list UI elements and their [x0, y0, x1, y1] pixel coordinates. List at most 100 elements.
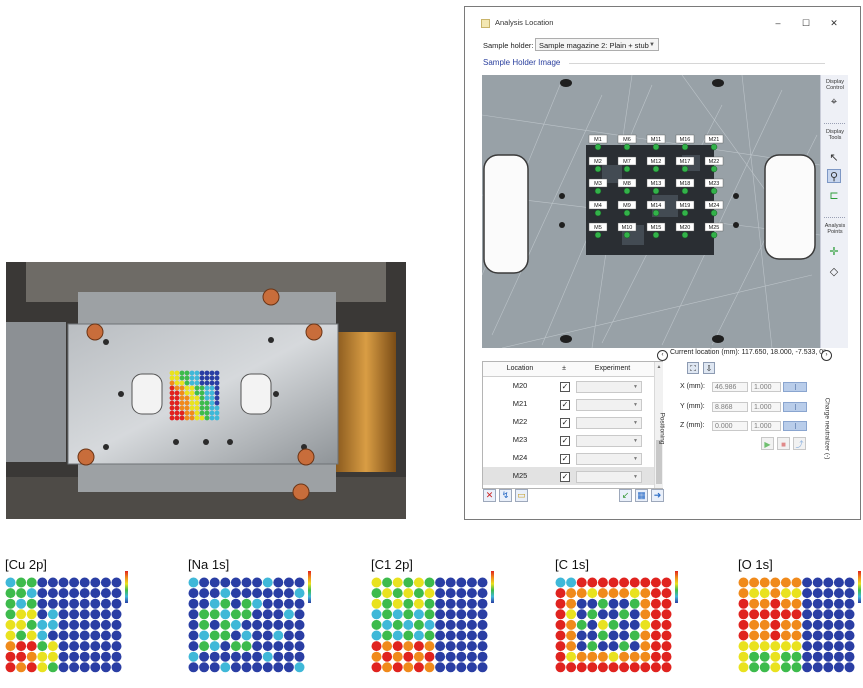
maximize-button[interactable]: ☐	[801, 18, 811, 28]
z-stepper[interactable]	[783, 421, 807, 431]
photo-heat-dot	[204, 370, 210, 376]
analysis-point-marker[interactable]	[623, 143, 631, 151]
minimize-button[interactable]: –	[775, 18, 781, 28]
z-step-field[interactable]: 1.000	[751, 421, 781, 431]
table-row[interactable]: M21 ✓ ▼	[483, 395, 654, 413]
analysis-point-marker[interactable]	[681, 143, 689, 151]
experiment-select[interactable]: ▼	[576, 453, 642, 465]
z-value-field[interactable]: 0.000	[712, 421, 748, 431]
experiment-select[interactable]: ▼	[576, 435, 642, 447]
analysis-point-marker[interactable]	[652, 231, 660, 239]
add-region-icon[interactable]: ⊏	[829, 190, 839, 202]
enabled-column-header[interactable]: ±	[557, 362, 571, 377]
map-dot	[230, 662, 241, 673]
analysis-point-marker[interactable]	[681, 209, 689, 217]
table-row[interactable]: M20 ✓ ▼	[483, 377, 654, 395]
location-cell: M25	[512, 471, 528, 480]
map-dot	[640, 630, 651, 641]
map-dot	[770, 651, 781, 662]
scroll-up-icon[interactable]: ▲	[656, 364, 662, 370]
y-stepper[interactable]	[783, 402, 807, 412]
add-point-icon[interactable]: ✛	[829, 246, 839, 258]
close-button[interactable]: ✕	[830, 18, 838, 28]
analysis-point-marker[interactable]	[710, 143, 718, 151]
play-icon[interactable]: ▶	[761, 437, 774, 450]
x-stepper[interactable]	[783, 382, 807, 392]
analysis-point-marker[interactable]	[681, 187, 689, 195]
diamond-point-icon[interactable]: ◇	[829, 266, 839, 278]
crosshair-icon[interactable]: ⌖	[830, 96, 838, 108]
analysis-point-marker[interactable]	[652, 209, 660, 217]
map-dot	[445, 609, 456, 620]
analysis-point-marker[interactable]	[652, 165, 660, 173]
grid-points-icon[interactable]: ▦	[635, 489, 648, 502]
photo-heat-dot	[194, 395, 200, 401]
analysis-point-marker[interactable]	[594, 209, 602, 217]
analysis-point-marker[interactable]	[594, 231, 602, 239]
delete-point-button[interactable]: ✕	[483, 489, 496, 502]
analysis-point-marker[interactable]	[652, 187, 660, 195]
map-dot	[619, 651, 630, 662]
analysis-point-marker[interactable]	[594, 143, 602, 151]
analysis-point-marker[interactable]	[710, 165, 718, 173]
analysis-point-marker[interactable]	[710, 209, 718, 217]
map-dot	[738, 609, 749, 620]
experiment-select[interactable]: ▼	[576, 417, 642, 429]
experiment-column-header[interactable]: Experiment	[571, 362, 654, 377]
photo-heat-dot	[184, 410, 190, 416]
sample-holder-image[interactable]: M1 M6 M11 M16 M21 M2 M7 M12 M17 M22 M3 M8 M13 M18 M23 M…	[482, 75, 820, 348]
run-point-icon[interactable]: ↯	[499, 489, 512, 502]
analysis-point-marker[interactable]	[681, 165, 689, 173]
analysis-point-marker[interactable]	[594, 165, 602, 173]
zoom-tool-icon[interactable]: ⚲	[827, 169, 841, 183]
enabled-checkbox[interactable]: ✓	[560, 436, 570, 446]
enabled-checkbox[interactable]: ✓	[560, 400, 570, 410]
analysis-point-marker[interactable]	[710, 187, 718, 195]
enabled-checkbox[interactable]: ✓	[560, 382, 570, 392]
map-dot	[424, 588, 435, 599]
location-column-header[interactable]: Location	[483, 362, 557, 377]
map-dot	[844, 630, 855, 641]
pointer-icon[interactable]: ↖	[829, 152, 839, 164]
stage-load-icon[interactable]: ⇩	[703, 362, 715, 374]
analysis-point-marker[interactable]	[623, 231, 631, 239]
left-arrow-icon[interactable]: ‹	[657, 350, 668, 361]
enabled-checkbox[interactable]: ✓	[560, 472, 570, 482]
enabled-checkbox[interactable]: ✓	[560, 454, 570, 464]
stop-icon[interactable]: ■	[777, 437, 790, 450]
table-row[interactable]: M23 ✓ ▼	[483, 431, 654, 449]
goto-icon[interactable]: ⤴	[793, 437, 806, 450]
sample-holder-select[interactable]: Sample magazine 2: Plain + stub ▼	[535, 38, 659, 51]
analysis-point-marker[interactable]	[623, 165, 631, 173]
scroll-thumb[interactable]	[656, 440, 662, 484]
map-dot	[111, 577, 122, 588]
table-row[interactable]: M24 ✓ ▼	[483, 449, 654, 467]
y-step-field[interactable]: 1.000	[751, 402, 781, 412]
experiment-select[interactable]: ▼	[576, 471, 642, 483]
table-row[interactable]: M25 ✓ ▼	[483, 467, 654, 485]
import-points-icon[interactable]: ↙	[619, 489, 632, 502]
stage-move-icon[interactable]: ⛶	[687, 362, 699, 374]
analysis-point-marker[interactable]	[594, 187, 602, 195]
next-arrow-icon[interactable]: ➜	[651, 489, 664, 502]
analysis-point-marker[interactable]	[710, 231, 718, 239]
point-label-bg	[704, 222, 724, 232]
x-value-field[interactable]: 46.986	[712, 382, 748, 392]
analysis-point-marker[interactable]	[623, 209, 631, 217]
table-scrollbar[interactable]: ▲	[654, 362, 663, 488]
positioning-tab[interactable]: Positioning	[658, 412, 666, 445]
element-map: [Na 1s]	[188, 557, 313, 682]
analysis-point-marker[interactable]	[623, 187, 631, 195]
experiment-select[interactable]: ▼	[576, 381, 642, 393]
analysis-point-marker[interactable]	[652, 143, 660, 151]
open-folder-icon[interactable]: ▭	[515, 489, 528, 502]
table-row[interactable]: M22 ✓ ▼	[483, 413, 654, 431]
experiment-select[interactable]: ▼	[576, 399, 642, 411]
charge-neutralizer-tab[interactable]: Charge neutralizer (-)	[823, 397, 831, 460]
photo-heat-dot	[209, 400, 215, 406]
enabled-checkbox[interactable]: ✓	[560, 418, 570, 428]
analysis-point-marker[interactable]	[681, 231, 689, 239]
x-step-field[interactable]: 1.000	[751, 382, 781, 392]
y-value-field[interactable]: 8.868	[712, 402, 748, 412]
right-arrow-icon[interactable]: ›	[821, 350, 832, 361]
